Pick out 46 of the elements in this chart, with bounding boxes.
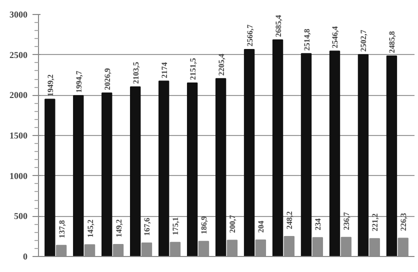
data-label: 137,8: [57, 220, 66, 238]
bar: [215, 78, 226, 256]
y-tick-label: 500: [14, 211, 28, 222]
data-label: 234: [314, 218, 323, 230]
data-label: 2205,4: [216, 54, 226, 76]
y-tick-label: 2500: [10, 50, 28, 60]
data-label: 2685,4: [274, 14, 283, 37]
data-label: 145,2: [86, 220, 95, 238]
bar: [329, 50, 340, 256]
y-tick-label: 2000: [10, 90, 28, 100]
bar: [158, 80, 170, 256]
bar: [300, 53, 312, 256]
bar: [102, 92, 112, 256]
data-label: 221,2: [370, 213, 380, 232]
bar: [358, 54, 369, 256]
data-label: 2103,5: [131, 62, 140, 84]
data-label: 2566,7: [245, 24, 254, 47]
data-label: 2151,5: [188, 58, 198, 80]
data-label: 2485,8: [388, 31, 397, 54]
data-label: 2546,4: [330, 26, 340, 48]
data-label: 200,7: [228, 215, 238, 234]
data-label: 2174: [160, 62, 169, 78]
data-label: 2502,7: [359, 30, 368, 52]
data-label: 186,9: [200, 216, 209, 234]
data-label: 1994,7: [74, 70, 84, 93]
y-tick-label: 1500: [10, 130, 28, 140]
data-label: 149,2: [114, 219, 124, 238]
data-label: 248,2: [285, 211, 294, 230]
bar: [130, 86, 141, 256]
data-label: 2514,8: [302, 28, 312, 51]
bar: [386, 55, 398, 256]
bar: [244, 48, 255, 256]
data-label: 167,6: [142, 218, 152, 236]
data-label: 175,1: [171, 217, 180, 236]
y-tick-label: 3000: [10, 10, 28, 20]
data-label: 236,7: [342, 212, 352, 230]
y-tick-label: 1000: [10, 170, 28, 181]
data-label: 204: [256, 220, 266, 233]
y-tick-label: 0: [23, 252, 28, 262]
bar: [186, 82, 198, 256]
data-label: 2026,9: [102, 68, 112, 90]
data-label: 1949,2: [46, 74, 55, 96]
data-label: 226,3: [399, 212, 408, 231]
bar: [44, 98, 56, 256]
bar: [272, 39, 284, 256]
bar: [73, 95, 84, 256]
